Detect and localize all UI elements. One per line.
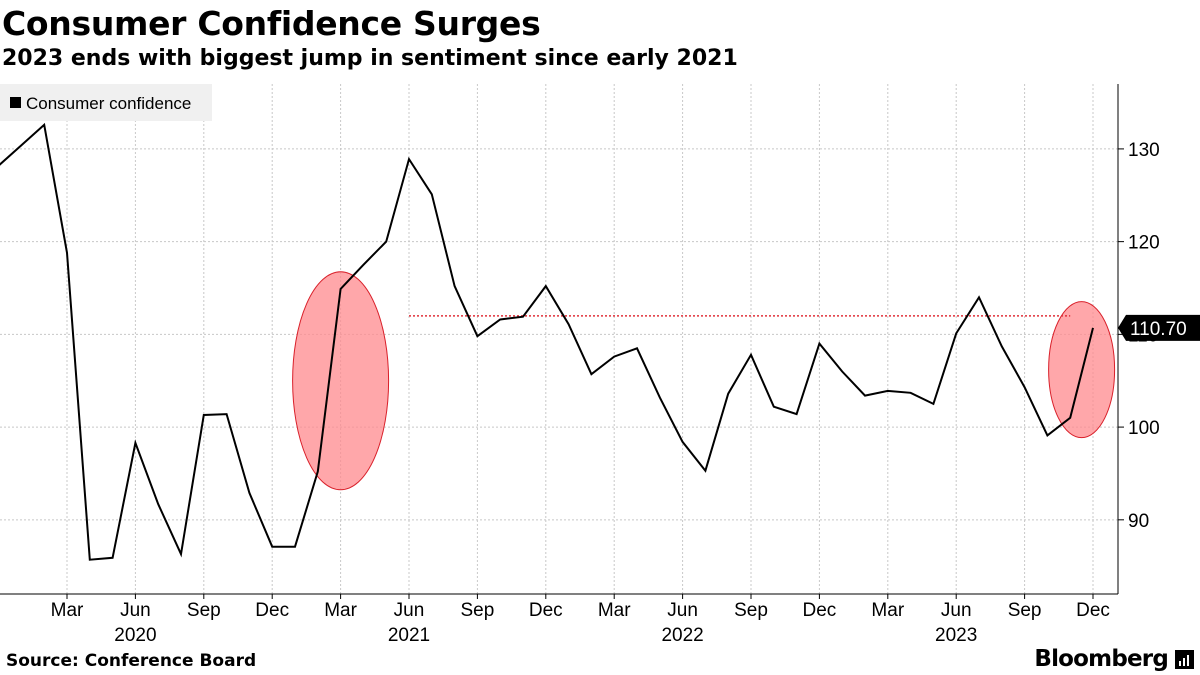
- line-chart: 90100110120130 MarJunSepDecMarJunSepDecM…: [0, 84, 1200, 645]
- x-tick-label: Dec: [1076, 600, 1110, 621]
- chart-subtitle: 2023 ends with biggest jump in sentiment…: [2, 46, 738, 71]
- last-value-label: 110.70: [1130, 319, 1187, 340]
- y-tick-label: 130: [1128, 140, 1160, 161]
- x-tick-label: Sep: [460, 600, 494, 621]
- x-tick-label: Mar: [51, 600, 84, 621]
- x-year-label: 2020: [114, 625, 156, 645]
- x-tick-label: Jun: [941, 600, 972, 621]
- grid-lines: [0, 84, 1118, 594]
- highlight-ellipse: [292, 271, 390, 491]
- highlight-ellipses: [292, 271, 1116, 491]
- legend-background: [0, 84, 212, 121]
- y-tick-label: 120: [1128, 233, 1160, 254]
- x-tick-label: Mar: [598, 600, 631, 621]
- legend-label: Consumer confidence: [26, 94, 191, 113]
- x-tick-label: Sep: [734, 600, 768, 621]
- x-axis-ticks: Mar Jun Sep Dec Mar Jun Sep Dec Mar Jun Sep Dec Mar J…: [51, 594, 1110, 645]
- x-tick-label: Jun: [394, 600, 425, 621]
- x-tick-label: Dec: [529, 600, 563, 621]
- y-tick-label: 100: [1128, 418, 1160, 439]
- axes: [0, 84, 1119, 595]
- brand-logo: Bloomberg: [1034, 646, 1168, 672]
- series-line-consumer-confidence: [0, 122, 1094, 561]
- x-tick-label: Jun: [120, 600, 151, 621]
- legend-swatch: [10, 97, 21, 108]
- x-tick-label: Dec: [803, 600, 837, 621]
- x-tick-label: Sep: [1008, 600, 1042, 621]
- x-tick-label: Mar: [871, 600, 904, 621]
- terminal-icon: [1175, 650, 1194, 669]
- x-year-label: 2023: [935, 625, 977, 645]
- chart-title: Consumer Confidence Surges: [2, 4, 541, 43]
- x-tick-label: Mar: [324, 600, 357, 621]
- y-tick-label: 90: [1128, 511, 1149, 532]
- legend: Consumer confidence: [0, 84, 212, 121]
- last-value-box: [1118, 314, 1200, 341]
- last-value-badge: 110.70: [1118, 314, 1200, 341]
- x-tick-label: Dec: [255, 600, 289, 621]
- x-year-label: 2022: [661, 625, 703, 645]
- x-tick-label: Jun: [667, 600, 698, 621]
- x-year-label: 2021: [388, 625, 430, 645]
- x-tick-label: Sep: [187, 600, 221, 621]
- source-note: Source: Conference Board: [6, 651, 257, 671]
